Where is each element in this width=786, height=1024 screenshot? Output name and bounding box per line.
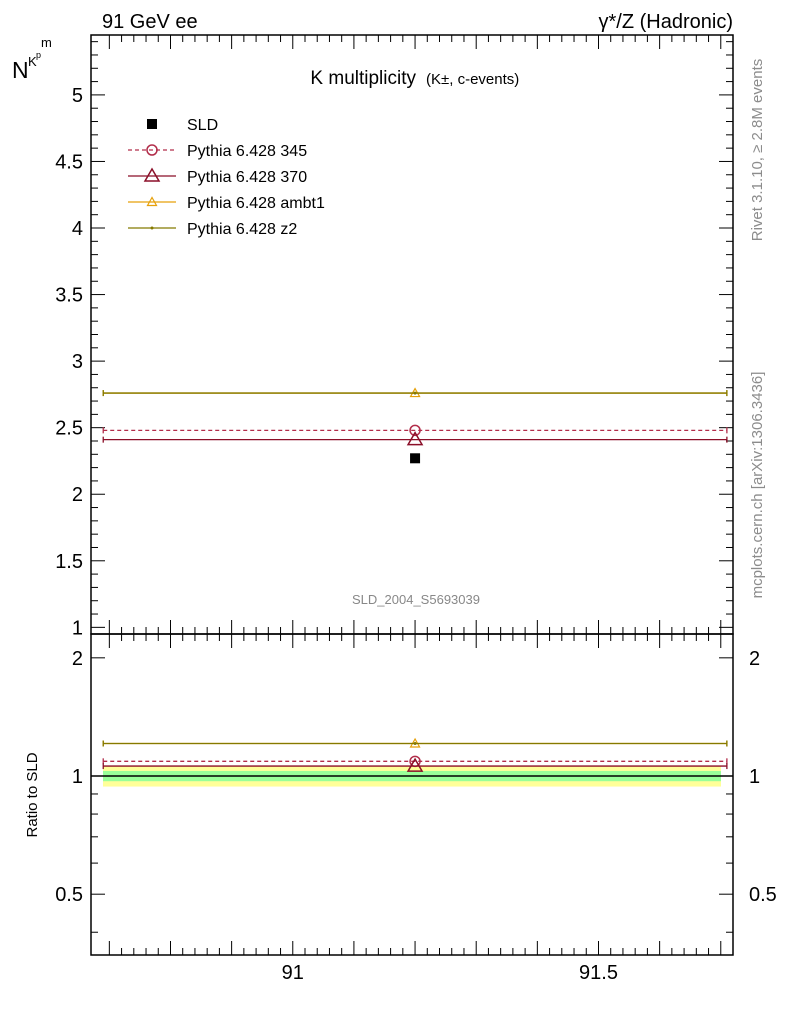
legend-marker-0 xyxy=(147,119,157,129)
y-tick-label-main: 3.5 xyxy=(55,285,83,307)
y-axis-label-main: N xyxy=(12,57,29,83)
rivet-version-label: Rivet 3.1.10, ≥ 2.8M events xyxy=(749,59,766,242)
data-point-sld xyxy=(410,453,421,464)
y-tick-label-main: 2 xyxy=(72,484,83,506)
y-tick-label-main: 2.5 xyxy=(55,418,83,440)
x-tick-label: 91.5 xyxy=(579,962,618,984)
ratio-y-tick-label-left: 2 xyxy=(72,648,83,670)
y-axis-label-sub-k: K xyxy=(28,54,37,69)
y-axis-label-ratio: Ratio to SLD xyxy=(24,752,41,837)
ratio-series-point-3 xyxy=(413,742,417,746)
analysis-label: SLD_2004_S5693039 xyxy=(352,592,480,607)
x-tick-label: 91 xyxy=(282,962,304,984)
chart-title: K multiplicity xyxy=(310,68,416,89)
y-axis-label-sub-p: p xyxy=(36,50,41,60)
y-tick-label-main: 3 xyxy=(72,351,83,373)
series-point-0 xyxy=(409,424,421,437)
ratio-frame xyxy=(90,633,734,956)
legend-label-4: Pythia 6.428 z2 xyxy=(187,221,297,238)
header-left: 91 GeV ee xyxy=(102,11,198,33)
series-point-3 xyxy=(413,391,417,395)
y-axis-label-sub-m: m xyxy=(41,35,52,50)
chart-subtitle: (K±, c-events) xyxy=(426,71,519,88)
header-right: γ*/Z (Hadronic) xyxy=(599,11,733,33)
series-point-1 xyxy=(406,431,424,446)
text-layer: 91 GeV ee γ*/Z (Hadronic) K multiplicity… xyxy=(12,11,766,838)
legend-marker-3 xyxy=(146,196,158,207)
legend-marker-2 xyxy=(143,167,161,182)
y-tick-label-main: 1 xyxy=(72,617,83,639)
y-tick-label-main: 4 xyxy=(72,218,83,240)
mcplots-label: mcplots.cern.ch [arXiv:1306.3436] xyxy=(749,372,766,599)
legend-marker-1 xyxy=(146,144,158,156)
legend-label-2: Pythia 6.428 370 xyxy=(187,169,307,186)
ratio-y-tick-label-right: 2 xyxy=(749,648,760,670)
legend-label-0: SLD xyxy=(187,117,218,134)
ratio-y-tick-label-right: 0.5 xyxy=(749,884,777,906)
legend: SLD Pythia 6.428 345 Pythia 6.428 370 Pythi… xyxy=(128,117,325,238)
ratio-plot-panel: 91 91.5 0.5 0.5 1 1 2 2 xyxy=(55,633,777,984)
ratio-y-tick-label-left: 1 xyxy=(72,766,83,788)
y-tick-label-main: 1.5 xyxy=(55,551,83,573)
legend-label-3: Pythia 6.428 ambt1 xyxy=(187,195,325,212)
legend-marker-4 xyxy=(150,226,154,230)
y-tick-label-main: 4.5 xyxy=(55,151,83,173)
y-tick-label-main: 5 xyxy=(72,85,83,107)
ratio-series-point-1 xyxy=(406,757,424,772)
legend-label-1: Pythia 6.428 345 xyxy=(187,143,307,160)
ratio-y-tick-label-left: 0.5 xyxy=(55,884,83,906)
ratio-y-tick-label-right: 1 xyxy=(749,766,760,788)
